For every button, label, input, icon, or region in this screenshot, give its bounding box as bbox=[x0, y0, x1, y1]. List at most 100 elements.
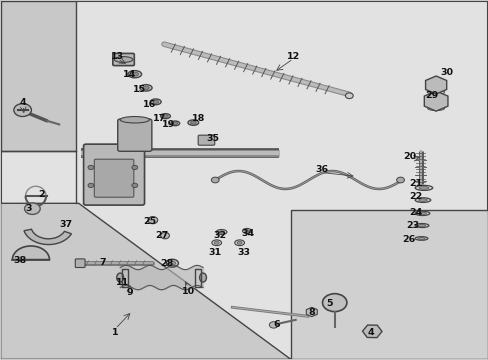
Ellipse shape bbox=[131, 72, 138, 76]
Ellipse shape bbox=[163, 115, 168, 118]
Ellipse shape bbox=[216, 229, 226, 234]
Text: 4: 4 bbox=[367, 328, 374, 337]
Text: 5: 5 bbox=[326, 299, 332, 308]
Ellipse shape bbox=[118, 57, 126, 63]
Text: 2: 2 bbox=[38, 190, 44, 199]
Ellipse shape bbox=[114, 57, 133, 62]
Circle shape bbox=[88, 165, 94, 170]
Ellipse shape bbox=[244, 230, 248, 232]
Text: 6: 6 bbox=[272, 320, 279, 329]
Ellipse shape bbox=[187, 120, 198, 125]
FancyBboxPatch shape bbox=[83, 144, 144, 205]
Ellipse shape bbox=[115, 55, 130, 64]
Text: 36: 36 bbox=[314, 166, 327, 175]
Ellipse shape bbox=[190, 121, 196, 124]
Text: 4: 4 bbox=[20, 98, 26, 107]
Text: 15: 15 bbox=[133, 85, 146, 94]
Ellipse shape bbox=[150, 99, 161, 105]
Ellipse shape bbox=[414, 211, 429, 216]
Ellipse shape bbox=[140, 85, 152, 91]
Ellipse shape bbox=[427, 90, 444, 94]
Text: 26: 26 bbox=[402, 235, 415, 244]
Text: 38: 38 bbox=[14, 256, 27, 265]
Polygon shape bbox=[0, 1, 76, 151]
Wedge shape bbox=[12, 246, 49, 260]
Wedge shape bbox=[24, 229, 71, 244]
Circle shape bbox=[132, 183, 138, 188]
Text: 21: 21 bbox=[408, 179, 422, 188]
Text: 32: 32 bbox=[213, 231, 226, 240]
Polygon shape bbox=[0, 203, 290, 359]
Text: 7: 7 bbox=[100, 258, 106, 267]
Ellipse shape bbox=[166, 259, 178, 267]
Text: 37: 37 bbox=[59, 220, 72, 229]
Polygon shape bbox=[290, 211, 488, 359]
Ellipse shape bbox=[242, 228, 251, 233]
Circle shape bbox=[396, 177, 404, 183]
Text: 30: 30 bbox=[440, 68, 452, 77]
Ellipse shape bbox=[152, 100, 159, 103]
Ellipse shape bbox=[417, 238, 424, 239]
Circle shape bbox=[88, 183, 94, 188]
Text: 33: 33 bbox=[237, 248, 249, 257]
Ellipse shape bbox=[414, 224, 428, 228]
Text: 8: 8 bbox=[308, 308, 315, 317]
Text: 29: 29 bbox=[425, 91, 438, 100]
Text: 27: 27 bbox=[155, 231, 168, 240]
Text: 14: 14 bbox=[123, 70, 136, 79]
FancyBboxPatch shape bbox=[113, 53, 134, 66]
Ellipse shape bbox=[414, 185, 432, 190]
Ellipse shape bbox=[214, 241, 219, 244]
FancyBboxPatch shape bbox=[118, 119, 152, 151]
Ellipse shape bbox=[234, 240, 244, 246]
Ellipse shape bbox=[170, 121, 179, 126]
Circle shape bbox=[132, 165, 138, 170]
Bar bbox=[195, 269, 201, 287]
Text: 23: 23 bbox=[406, 221, 418, 230]
Text: 17: 17 bbox=[152, 114, 165, 123]
Text: 20: 20 bbox=[402, 152, 415, 161]
Ellipse shape bbox=[427, 106, 444, 111]
Ellipse shape bbox=[414, 237, 427, 240]
Text: 10: 10 bbox=[182, 287, 195, 296]
Circle shape bbox=[14, 104, 31, 117]
Ellipse shape bbox=[417, 224, 425, 227]
Text: 18: 18 bbox=[191, 114, 204, 123]
Ellipse shape bbox=[237, 241, 242, 244]
FancyBboxPatch shape bbox=[94, 159, 134, 197]
Text: 3: 3 bbox=[26, 204, 32, 213]
Text: 11: 11 bbox=[116, 278, 129, 287]
Circle shape bbox=[148, 217, 158, 224]
Circle shape bbox=[24, 203, 40, 215]
Text: 22: 22 bbox=[408, 192, 422, 201]
Text: 25: 25 bbox=[142, 217, 156, 226]
Ellipse shape bbox=[219, 231, 224, 233]
FancyBboxPatch shape bbox=[198, 135, 214, 145]
Ellipse shape bbox=[199, 273, 206, 282]
Ellipse shape bbox=[169, 261, 175, 265]
Text: 24: 24 bbox=[408, 208, 422, 217]
Ellipse shape bbox=[345, 93, 352, 99]
Text: 12: 12 bbox=[286, 52, 299, 61]
Text: 28: 28 bbox=[160, 259, 173, 268]
Ellipse shape bbox=[128, 71, 142, 78]
Text: 9: 9 bbox=[126, 288, 133, 297]
Text: 13: 13 bbox=[111, 52, 124, 61]
Text: 16: 16 bbox=[142, 100, 156, 109]
FancyBboxPatch shape bbox=[75, 259, 85, 267]
Ellipse shape bbox=[211, 240, 221, 246]
Ellipse shape bbox=[160, 114, 170, 119]
Text: 1: 1 bbox=[112, 328, 119, 337]
Text: 34: 34 bbox=[242, 229, 254, 238]
Text: 31: 31 bbox=[208, 248, 222, 257]
Ellipse shape bbox=[172, 122, 177, 125]
Circle shape bbox=[211, 177, 219, 183]
Bar bbox=[122, 269, 128, 287]
Text: 35: 35 bbox=[206, 134, 219, 143]
Ellipse shape bbox=[120, 117, 149, 123]
Circle shape bbox=[160, 232, 169, 239]
Ellipse shape bbox=[418, 186, 428, 189]
Ellipse shape bbox=[418, 212, 426, 215]
Ellipse shape bbox=[117, 273, 123, 282]
Ellipse shape bbox=[418, 199, 427, 201]
